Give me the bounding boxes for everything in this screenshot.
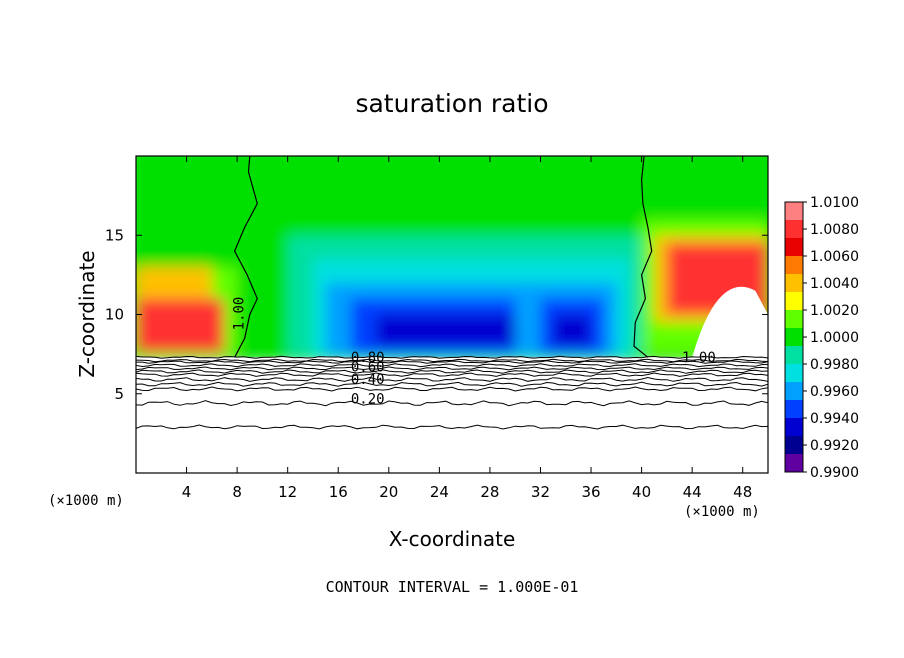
x-tick-label: 40 [632, 483, 651, 501]
y-axis-label: Z-coordinate [75, 250, 99, 377]
field-region [553, 314, 592, 347]
x-tick-label: 16 [329, 483, 348, 501]
x-tick-label: 24 [430, 483, 449, 501]
x-tick-label: 44 [683, 483, 702, 501]
colorbar-label: 0.9960 [810, 384, 859, 400]
x-tick-label: 28 [480, 483, 499, 501]
x-ticks: 4 8 12 16 20 24 28 32 36 40 44 48 [182, 156, 752, 501]
contour-label: 0.40 [351, 372, 385, 388]
colorbar-label: 1.0040 [810, 276, 859, 292]
contour-label: 1.00 [231, 297, 247, 331]
contour-labels: 1.00 1.00 0.800.600.40 0.20 [231, 297, 715, 408]
right-clear-pocket [692, 286, 768, 358]
colorbar-label: 0.9980 [810, 357, 859, 373]
x-tick-label: 36 [581, 483, 600, 501]
colorbar-label: 0.9920 [810, 438, 859, 454]
contour-interval-note: CONTOUR INTERVAL = 1.000E-01 [326, 578, 579, 596]
x-tick-label: 32 [531, 483, 550, 501]
y-tick-label: 10 [105, 306, 124, 324]
field-region [376, 314, 516, 347]
x-unit-right: (×1000 m) [684, 504, 760, 520]
contour-line [136, 381, 768, 387]
colorbar-swatch [785, 364, 803, 383]
colorbar-label: 0.9900 [810, 465, 859, 481]
contour-line [136, 386, 768, 392]
contour-line [136, 355, 768, 359]
below-cloud-base [136, 357, 768, 473]
colorbar-label: 1.0060 [810, 249, 859, 265]
x-unit-left: (×1000 m) [48, 493, 124, 509]
y-tick-label: 5 [114, 385, 124, 403]
colorbar-label: 1.0100 [810, 195, 859, 211]
colorbar-label: 1.0020 [810, 303, 859, 319]
colorbar-swatch [785, 328, 803, 347]
colorbar: 1.0100 1.0080 1.0060 1.0040 1.0020 1.0000 0.99… [784, 195, 859, 481]
colorbar-swatch [785, 436, 803, 455]
colorbar-swatch [785, 310, 803, 329]
color-field [136, 156, 768, 473]
contour-label: 1.00 [682, 350, 716, 366]
contour-line [136, 369, 768, 374]
contour-label: 0.80 [351, 350, 385, 366]
colorbar-swatch [785, 274, 803, 293]
contour-line [136, 363, 768, 368]
colorbar-label: 1.0000 [810, 330, 859, 346]
colorbar-swatch [785, 256, 803, 275]
contour-line [136, 360, 768, 364]
x-tick-label: 8 [232, 483, 242, 501]
contour-label: 0.60 [351, 360, 385, 376]
plot-area [136, 156, 768, 473]
contour-line-1.00 [633, 156, 653, 358]
colorbar-label: 1.0080 [810, 222, 859, 238]
y-ticks: 5 10 15 [105, 226, 768, 403]
x-tick-label: 12 [278, 483, 297, 501]
contour-lines [136, 156, 768, 430]
contour-line [136, 400, 768, 407]
colorbar-swatch [785, 202, 803, 221]
contour-line [136, 372, 768, 377]
contour-line [136, 376, 768, 382]
x-tick-label: 4 [182, 483, 192, 501]
y-tick-label: 15 [105, 226, 124, 244]
colorbar-swatch [785, 292, 803, 311]
colorbar-swatch [785, 220, 803, 239]
contour-line [136, 366, 768, 371]
x-tick-label: 48 [733, 483, 752, 501]
contour-label: 0.20 [351, 391, 385, 407]
colorbar-swatch [785, 454, 803, 473]
contour-line [136, 424, 768, 430]
contour-line-1.00 [233, 156, 258, 358]
colorbar-swatch [785, 400, 803, 419]
x-axis-label: X-coordinate [389, 527, 516, 551]
colorbar-swatch [785, 382, 803, 401]
colorbar-swatch [785, 238, 803, 257]
field-region [136, 298, 225, 353]
colorbar-label: 0.9940 [810, 411, 859, 427]
x-tick-label: 20 [379, 483, 398, 501]
chart-title: saturation ratio [355, 89, 548, 118]
contour-line [136, 358, 768, 363]
colorbar-swatch [785, 346, 803, 365]
colorbar-swatch [785, 418, 803, 437]
